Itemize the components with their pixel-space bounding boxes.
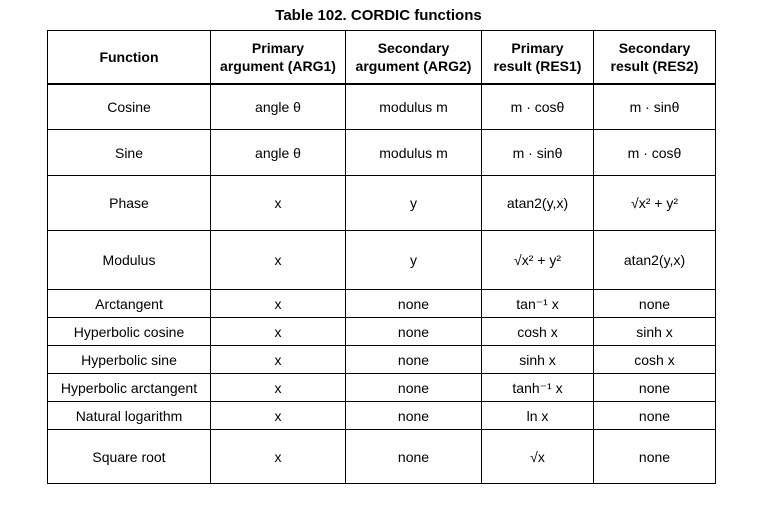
cell-arg1: x: [210, 175, 346, 231]
table-row: Modulus x y √x² + y² atan2(y,x): [47, 230, 716, 290]
table-row: Natural logarithm x none ln x none: [47, 401, 716, 430]
cell-function: Hyperbolic arctangent: [47, 373, 211, 402]
cell-res2: m · sinθ: [593, 83, 716, 130]
cell-res1: tanh⁻¹ x: [481, 373, 594, 402]
cell-arg1: angle θ: [210, 129, 346, 176]
cell-function: Modulus: [47, 230, 211, 290]
cell-arg2: modulus m: [345, 129, 482, 176]
cell-res1: m · cosθ: [481, 83, 594, 130]
table-row: Hyperbolic cosine x none cosh x sinh x: [47, 317, 716, 346]
header-arg1: Primary argument (ARG1): [210, 30, 346, 85]
cell-function: Square root: [47, 429, 211, 484]
cell-res1: tan⁻¹ x: [481, 289, 594, 318]
cell-arg1: x: [210, 230, 346, 290]
table-row: Sine angle θ modulus m m · sinθ m · cosθ: [47, 129, 716, 176]
cell-res2: none: [593, 373, 716, 402]
header-function: Function: [47, 30, 211, 85]
cell-res2: none: [593, 289, 716, 318]
table-title: Table 102. CORDIC functions: [275, 7, 482, 24]
cell-arg2: y: [345, 230, 482, 290]
cell-res1: sinh x: [481, 345, 594, 374]
header-row: Function Primary argument (ARG1) Seconda…: [47, 30, 716, 85]
header-res1: Primary result (RES1): [481, 30, 594, 85]
cell-arg2: modulus m: [345, 83, 482, 130]
cell-res1: √x: [481, 429, 594, 484]
cell-arg1: angle θ: [210, 83, 346, 130]
table-row: Cosine angle θ modulus m m · cosθ m · si…: [47, 83, 716, 130]
table-row: Arctangent x none tan⁻¹ x none: [47, 289, 716, 318]
cell-function: Hyperbolic cosine: [47, 317, 211, 346]
cell-res2: sinh x: [593, 317, 716, 346]
cell-arg1: x: [210, 317, 346, 346]
cell-arg1: x: [210, 429, 346, 484]
header-res2: Secondary result (RES2): [593, 30, 716, 85]
cell-function: Phase: [47, 175, 211, 231]
cell-res2: none: [593, 401, 716, 430]
header-res2-line1: Secondary: [618, 39, 691, 56]
cell-function: Sine: [47, 129, 211, 176]
header-arg2-line2: argument (ARG2): [355, 57, 472, 74]
table-row: Hyperbolic sine x none sinh x cosh x: [47, 345, 716, 374]
cell-arg1: x: [210, 373, 346, 402]
cell-function: Natural logarithm: [47, 401, 211, 430]
cell-arg2: none: [345, 317, 482, 346]
cell-res2: m · cosθ: [593, 129, 716, 176]
cell-arg1: x: [210, 345, 346, 374]
header-arg2-line1: Secondary: [377, 39, 450, 56]
cell-res1: ln x: [481, 401, 594, 430]
cell-function: Hyperbolic sine: [47, 345, 211, 374]
cell-arg2: none: [345, 429, 482, 484]
cell-arg2: none: [345, 289, 482, 318]
cell-res1: √x² + y²: [481, 230, 594, 290]
cell-res2: cosh x: [593, 345, 716, 374]
cell-res2: √x² + y²: [593, 175, 716, 231]
header-arg1-line1: Primary: [251, 39, 305, 56]
cell-arg1: x: [210, 289, 346, 318]
header-res2-line2: result (RES2): [610, 57, 699, 74]
cell-function: Cosine: [47, 83, 211, 130]
header-res1-line1: Primary: [511, 39, 564, 56]
cell-res1: atan2(y,x): [481, 175, 594, 231]
cell-res1: m · sinθ: [481, 129, 594, 176]
cordic-functions-table: Function Primary argument (ARG1) Seconda…: [47, 30, 716, 484]
header-res1-line2: result (RES1): [493, 57, 582, 74]
cell-res1: cosh x: [481, 317, 594, 346]
cell-res2: none: [593, 429, 716, 484]
cell-function: Arctangent: [47, 289, 211, 318]
header-arg2: Secondary argument (ARG2): [345, 30, 482, 85]
table-row: Phase x y atan2(y,x) √x² + y²: [47, 175, 716, 231]
cell-arg2: none: [345, 401, 482, 430]
cell-arg1: x: [210, 401, 346, 430]
cell-arg2: y: [345, 175, 482, 231]
table-row: Hyperbolic arctangent x none tanh⁻¹ x no…: [47, 373, 716, 402]
cell-arg2: none: [345, 345, 482, 374]
cell-res2: atan2(y,x): [593, 230, 716, 290]
table-row: Square root x none √x none: [47, 429, 716, 484]
cell-arg2: none: [345, 373, 482, 402]
header-arg1-line2: argument (ARG1): [220, 57, 336, 74]
